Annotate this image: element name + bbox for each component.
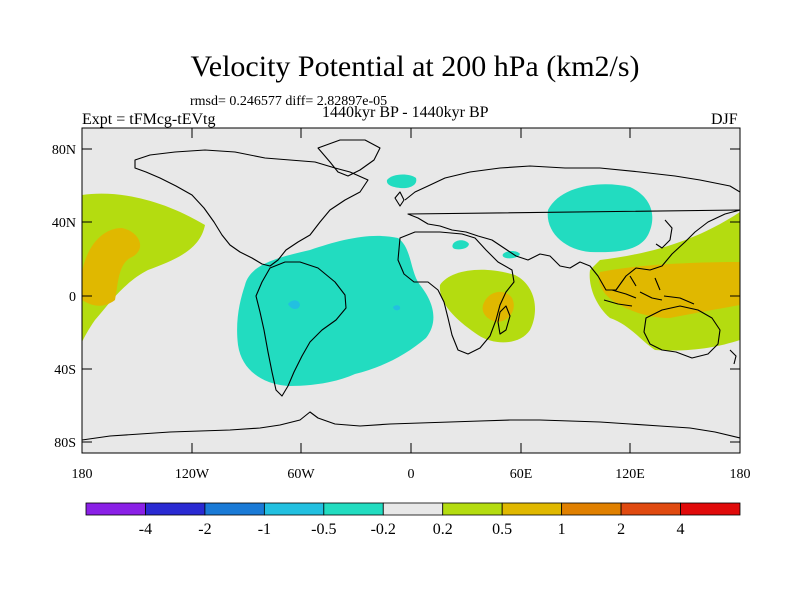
negative-patch-arabia bbox=[502, 251, 520, 259]
coastlines bbox=[82, 139, 740, 441]
negative-patch-scandinavia bbox=[386, 174, 417, 189]
map-title: Velocity Potential at 200 hPa (km2/s) bbox=[190, 50, 640, 83]
colorbar-swatch-8 bbox=[561, 502, 622, 516]
rmsd-diff-stats: rmsd= 0.246577 diff= 2.82897e-05 bbox=[190, 94, 388, 109]
colorbar-swatch-7 bbox=[501, 502, 563, 516]
colorbar-label-3: -0.5 bbox=[311, 521, 336, 538]
new-zealand-coast bbox=[729, 349, 737, 365]
lon-label-180e: 180 bbox=[730, 467, 751, 482]
colorbar-label-0: -4 bbox=[139, 521, 152, 538]
lat-label-eq: 0 bbox=[69, 290, 76, 305]
negative-field-atlantic bbox=[237, 235, 434, 386]
colorbar-swatch-0 bbox=[85, 502, 146, 516]
negative-core-atlantic bbox=[393, 305, 401, 311]
colorbar: -4 -2 -1 -0.5 -0.2 0.2 0.5 1 2 4 bbox=[85, 502, 741, 538]
colorbar-swatch-2 bbox=[204, 502, 265, 516]
australia-coast bbox=[643, 305, 721, 359]
south-america-coast bbox=[255, 261, 347, 397]
japan-coast bbox=[655, 219, 673, 249]
lat-label-40s: 40S bbox=[54, 363, 76, 378]
negative-field-asia bbox=[547, 184, 653, 253]
lon-label-120e: 120E bbox=[615, 467, 645, 482]
lat-label-80n: 80N bbox=[52, 143, 76, 158]
lon-ticks bbox=[81, 128, 741, 453]
greenland-coast bbox=[317, 139, 381, 177]
colorbar-swatch-1 bbox=[145, 502, 206, 516]
positive-core-africa bbox=[482, 291, 514, 322]
colorbar-label-5: 0.2 bbox=[433, 521, 453, 538]
lon-label-120w: 120W bbox=[175, 467, 210, 482]
positive-core-indo-pacific bbox=[598, 262, 740, 318]
lon-label-60e: 60E bbox=[510, 467, 533, 482]
colorbar-swatch-5 bbox=[382, 502, 444, 516]
negative-patch-mideast bbox=[452, 240, 469, 250]
madagascar-coast bbox=[497, 305, 511, 335]
colorbar-swatch-4 bbox=[323, 502, 384, 516]
colorbar-label-7: 1 bbox=[558, 521, 566, 538]
colorbar-label-9: 4 bbox=[677, 521, 685, 538]
colorbar-label-2: -1 bbox=[258, 521, 271, 538]
lat-ticks bbox=[82, 148, 740, 443]
lon-label-180w: 180 bbox=[72, 467, 93, 482]
colorbar-label-1: -2 bbox=[198, 521, 211, 538]
lon-label-0: 0 bbox=[408, 467, 415, 482]
contour-fields bbox=[82, 174, 740, 386]
colorbar-swatch-6 bbox=[442, 502, 503, 516]
europe-asia-coast bbox=[404, 165, 740, 291]
lon-label-60w: 60W bbox=[287, 467, 315, 482]
lat-label-40n: 40N bbox=[52, 216, 76, 231]
negative-core-amazon bbox=[288, 300, 300, 309]
period-subtitle: 1440kyr BP - 1440kyr BP bbox=[322, 104, 489, 121]
africa-coast bbox=[397, 231, 515, 355]
maritime-continent-islands bbox=[603, 275, 695, 307]
colorbar-label-4: -0.2 bbox=[371, 521, 396, 538]
experiment-label: Expt = tFMcg-tEVtg bbox=[82, 111, 216, 128]
positive-core-west-pacific bbox=[82, 228, 141, 306]
colorbar-swatch-9 bbox=[620, 502, 681, 516]
british-isles-coast bbox=[394, 191, 405, 207]
colorbar-swatch-10 bbox=[680, 502, 741, 516]
antarctica-coast bbox=[82, 411, 740, 441]
season-label: DJF bbox=[711, 111, 738, 128]
colorbar-label-6: 0.5 bbox=[492, 521, 512, 538]
colorbar-swatch-3 bbox=[263, 502, 325, 516]
north-america-coast bbox=[134, 149, 369, 267]
lat-label-80s: 80S bbox=[54, 436, 76, 451]
colorbar-label-8: 2 bbox=[617, 521, 625, 538]
